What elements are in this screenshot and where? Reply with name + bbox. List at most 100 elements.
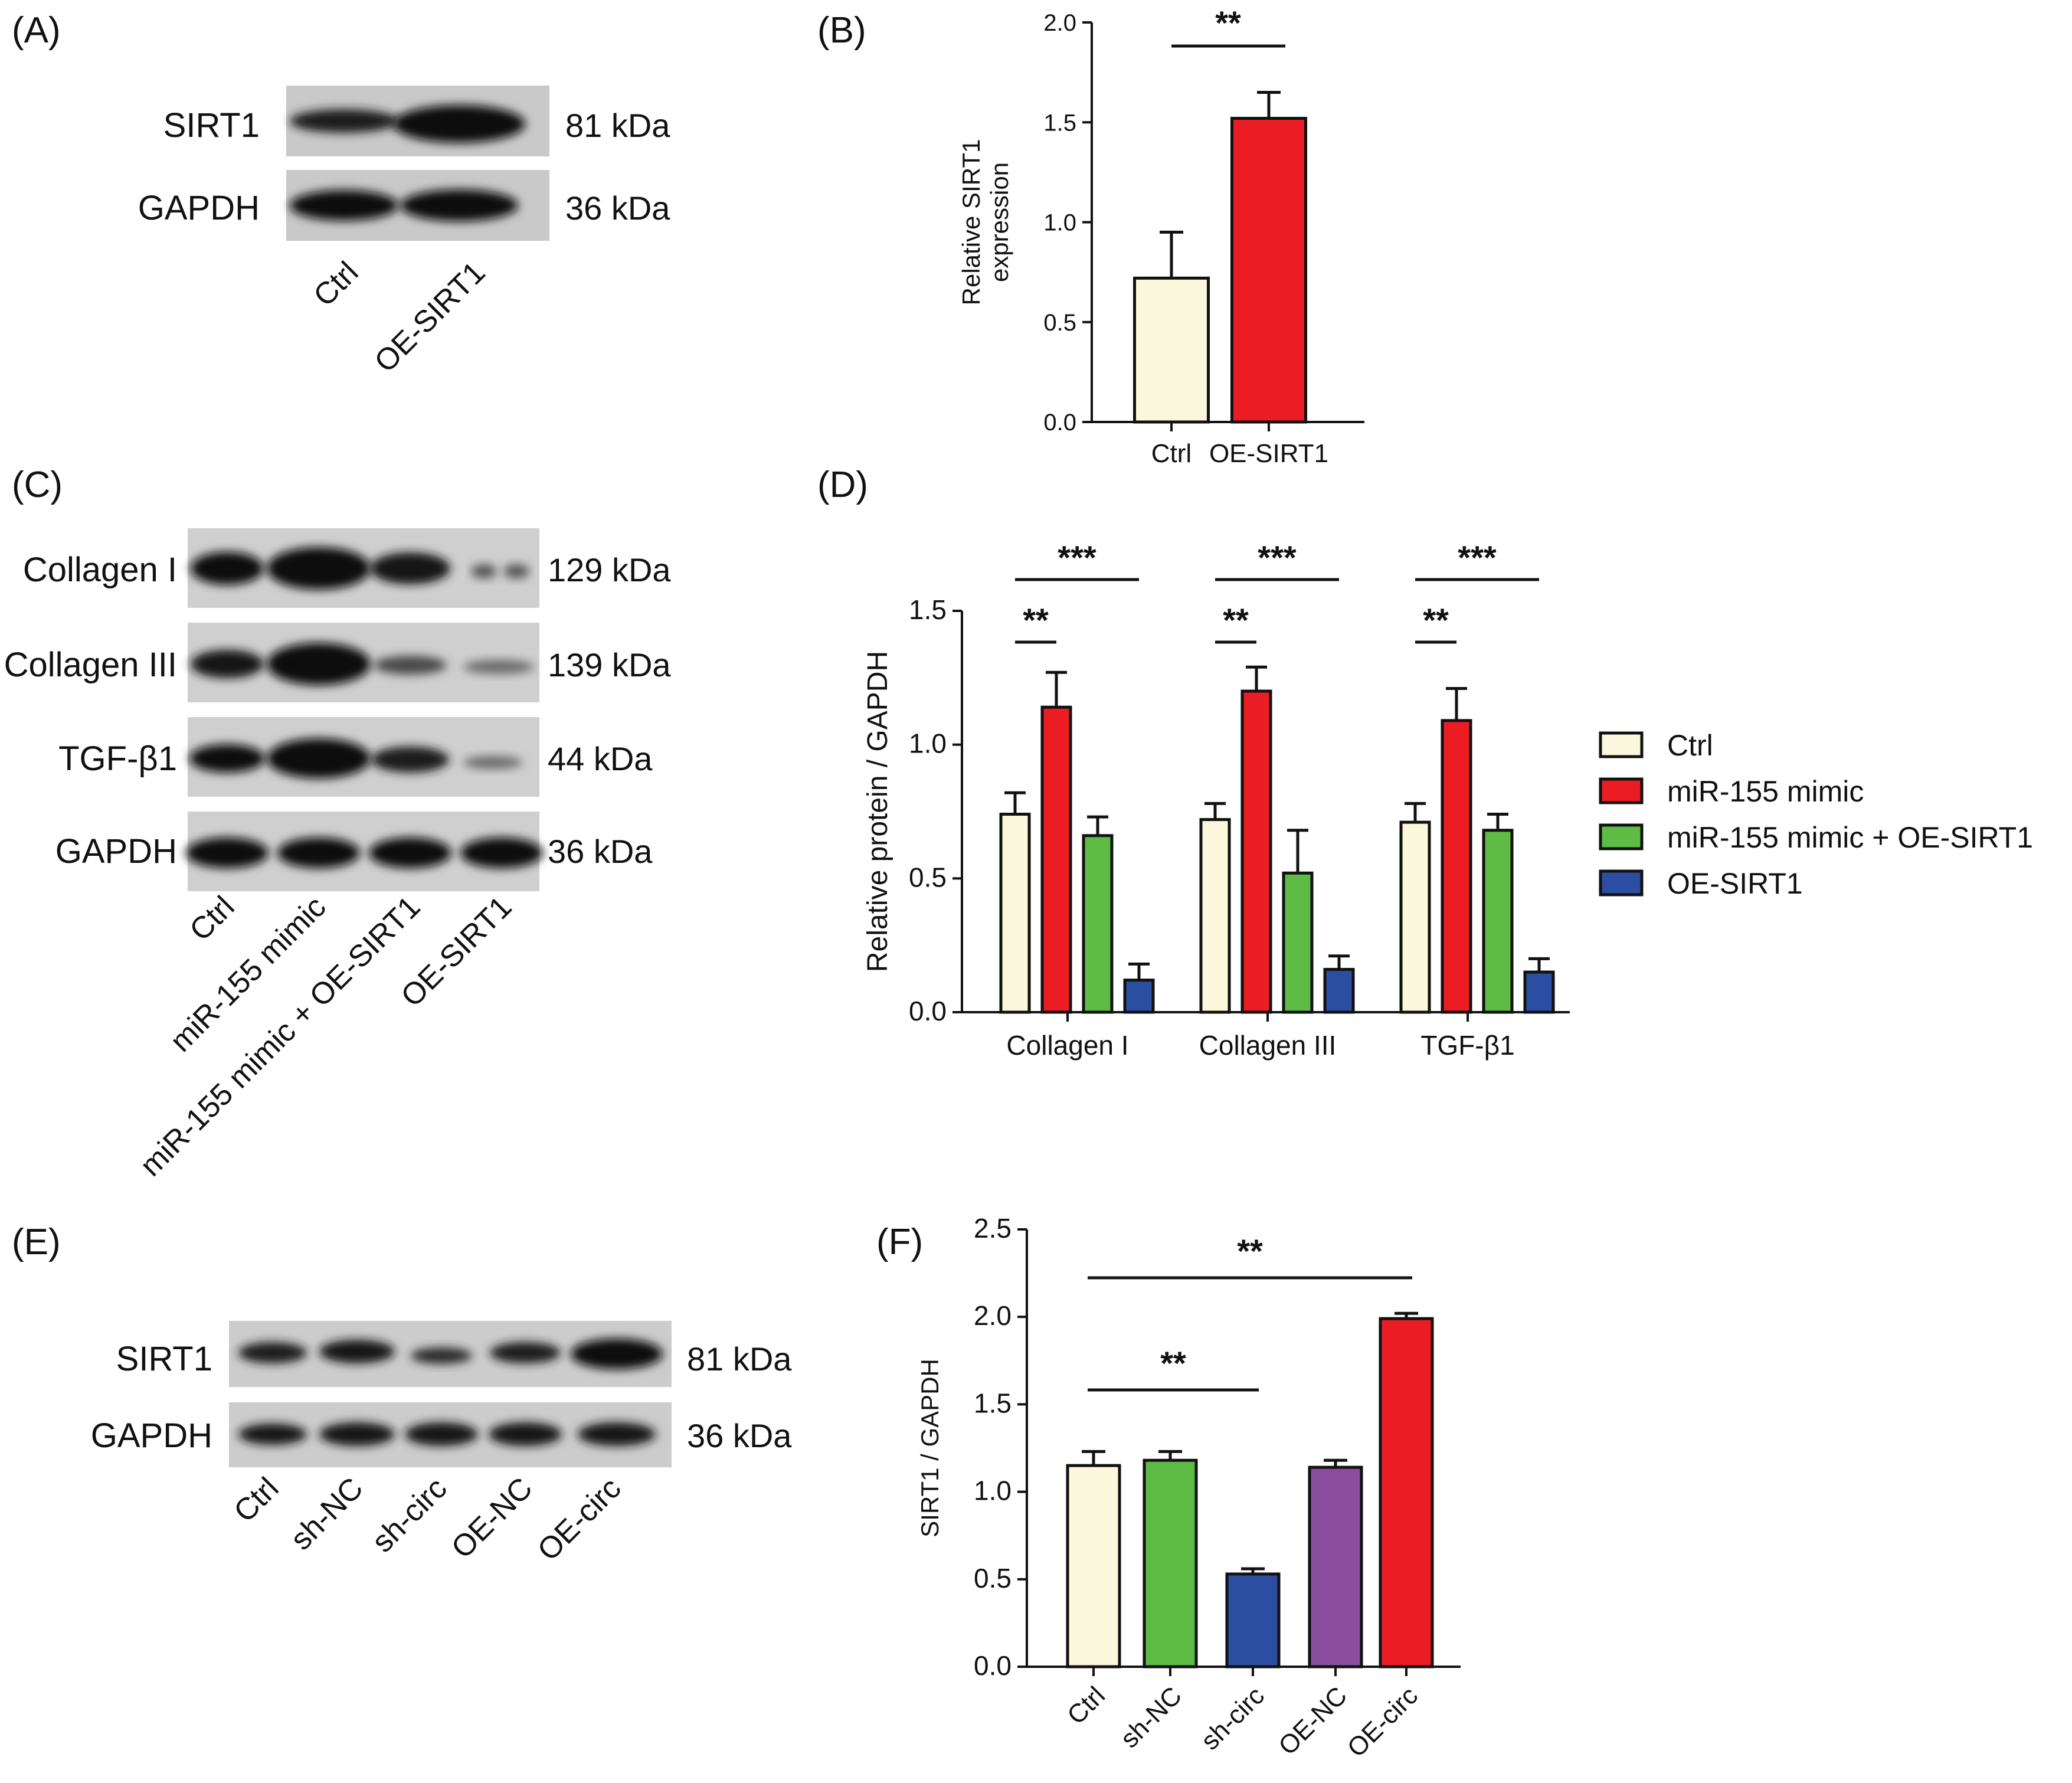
chart-d-relative-protein: 0.0 0.5 1.0 1.5 Relative protein / GAPDH Coll… [862, 539, 2033, 1061]
panel-c-western-blot: (C) Collagen I 129 kDa Collagen III 139 … [4, 464, 672, 1183]
bar-ctrl [1133, 276, 1210, 424]
blot-c-protein-collagen-iii: Collagen III [4, 646, 177, 684]
panel-label-c: (C) [12, 464, 63, 505]
bar-ctrl-tgf-1 [1399, 820, 1431, 1014]
y-axis-title: Relative SIRT1 [957, 139, 985, 306]
y-axis-title: SIRT1 / GAPDH [916, 1359, 944, 1537]
blot-e-sirt1-band-5 [571, 1339, 663, 1369]
legend-label-mir-155-mimic-oe-sirt1: miR-155 mimic + OE-SIRT1 [1667, 821, 2033, 854]
chart-b-relative-sirt1: 0.0 0.5 1.0 1.5 2.0 Relative SIRT1 expression C… [957, 4, 1364, 468]
significance-label: ** [1160, 1344, 1186, 1382]
bar-sh-circ [1225, 1572, 1281, 1669]
blot-c-tgf-b1-band-4 [463, 756, 522, 769]
legend-swatch-oe-sirt1 [1599, 869, 1644, 897]
blot-a-kda-sirt1: 81 kDa [565, 107, 670, 144]
blot-c-collagen-i-band-1 [191, 552, 264, 585]
blot-c-tgf-b1-band-3 [371, 747, 449, 773]
blot-e-protein-sirt1: SIRT1 [116, 1340, 212, 1378]
bar-oe-sirt1-tgf-1 [1523, 970, 1555, 1014]
x-tick-label-oe-sirt1: OE-SIRT1 [1209, 439, 1328, 468]
legend-swatch-ctrl [1599, 731, 1644, 758]
legend-label-mir-155-mimic: miR-155 mimic [1667, 775, 1864, 808]
bar-oe-circ [1379, 1317, 1434, 1669]
significance-label: ** [1023, 601, 1049, 639]
panel-label-d: (D) [817, 464, 868, 505]
blot-e-sirt1-band-4 [490, 1342, 561, 1363]
y-tick-label: 1.0 [974, 1476, 1012, 1506]
x-tick-label-ctrl: Ctrl [1062, 1681, 1111, 1730]
legend-swatch-mir-155-mimic-oe-sirt1 [1599, 823, 1644, 850]
blot-a-lane-oe-sirt1: OE-SIRT1 [368, 255, 492, 379]
blot-e-kda-gapdh: 36 kDa [687, 1417, 792, 1454]
y-tick-label: 0.0 [974, 1650, 1012, 1681]
bar-oe-sirt1 [1230, 116, 1307, 424]
panel-label-a: (A) [12, 10, 61, 51]
bar-oe-sirt1-collagen-iii [1323, 967, 1355, 1014]
blot-c-kda-collagen-iii: 139 kDa [548, 646, 671, 683]
bar-oe-nc [1308, 1465, 1363, 1669]
blot-c-collagen-i-band-4a [471, 564, 497, 578]
blot-a-sirt1-band-oe-sirt1 [393, 105, 525, 143]
significance-label: *** [1258, 539, 1297, 576]
blot-c-protein-tgf-b1: TGF-β1 [58, 740, 177, 778]
blot-c-collagen-i-band-3 [370, 552, 450, 584]
y-tick-label: 0.0 [909, 996, 947, 1026]
significance-label: *** [1458, 539, 1497, 576]
significance-label: ** [1423, 601, 1449, 639]
y-tick-label: 1.0 [1043, 210, 1076, 236]
blot-c-protein-collagen-i: Collagen I [23, 551, 177, 589]
bar-mir-155-mimic-tgf-1 [1441, 719, 1472, 1014]
blot-e-lane-oe-circ: OE-circ [531, 1471, 628, 1568]
blot-c-kda-gapdh: 36 kDa [548, 833, 653, 870]
y-axis-title: expression [986, 162, 1013, 282]
blot-c-collagen-i-band-4b [503, 564, 529, 578]
blot-c-gapdh-band-3 [369, 837, 451, 868]
blot-c-kda-tgf-b1: 44 kDa [548, 740, 653, 777]
y-tick-label: 0.5 [909, 862, 947, 892]
panel-label-f: (F) [876, 1222, 923, 1262]
blot-c-collagen-iii-band-1 [191, 650, 264, 678]
legend-label-ctrl: Ctrl [1667, 729, 1713, 762]
panel-label-e: (E) [12, 1222, 61, 1262]
y-tick-label: 0.0 [1043, 410, 1076, 436]
blot-e-sirt1-band-1 [238, 1342, 307, 1363]
bar-mir-155-mimic-collagen-iii [1240, 689, 1272, 1014]
legend-label-oe-sirt1: OE-SIRT1 [1667, 867, 1803, 900]
blot-a-kda-gapdh: 36 kDa [565, 189, 670, 227]
blot-c-tgf-b1-band-1 [189, 744, 265, 773]
y-tick-label: 1.0 [909, 728, 947, 759]
blot-c-kda-collagen-i: 129 kDa [548, 551, 671, 588]
blot-c-collagen-iii-band-3 [374, 656, 447, 675]
bar-ctrl-collagen-iii [1199, 818, 1231, 1014]
blot-a-lane-ctrl: Ctrl [307, 255, 365, 313]
bar-ctrl-collagen-i [999, 813, 1031, 1014]
y-tick-label: 1.5 [909, 594, 947, 625]
bar-mir-155-mimic-oe-sirt1-collagen-iii [1282, 871, 1314, 1014]
y-tick-label: 1.5 [974, 1388, 1012, 1418]
blot-e-gapdh-band-1 [238, 1424, 307, 1445]
y-tick-label: 0.5 [1043, 310, 1076, 336]
x-tick-label-ctrl: Ctrl [1151, 439, 1192, 468]
legend: Ctrl miR-155 mimic miR-155 mimic + OE-SIRT… [1599, 729, 2033, 900]
blot-c-gapdh-band-1 [186, 837, 269, 868]
panel-label-b: (B) [817, 10, 866, 51]
blot-c-collagen-iii-band-4 [463, 660, 534, 674]
bar-sh-nc [1143, 1458, 1198, 1669]
bar-oe-sirt1-collagen-i [1123, 979, 1155, 1014]
y-tick-label: 2.0 [1043, 10, 1076, 36]
blot-e-lane-sh-circ: sh-circ [365, 1471, 453, 1559]
blot-c-collagen-i-band-2 [267, 547, 371, 590]
bar-mir-155-mimic-oe-sirt1-collagen-i [1082, 834, 1114, 1014]
blot-e-gapdh-band-3 [405, 1422, 478, 1446]
blot-a-gapdh-band-ctrl [290, 190, 398, 221]
blot-a-protein-gapdh: GAPDH [138, 189, 260, 227]
significance-label: ** [1223, 601, 1249, 639]
blot-a-sirt1-band-ctrl [290, 109, 398, 133]
blot-c-collagen-iii-band-2 [267, 643, 371, 685]
significance-label: ** [1237, 1232, 1263, 1270]
y-tick-label: 0.5 [974, 1563, 1012, 1594]
blot-e-protein-gapdh: GAPDH [91, 1416, 212, 1455]
blot-c-tgf-b1-band-2 [267, 738, 371, 778]
bar-mir-155-mimic-oe-sirt1-tgf-1 [1482, 829, 1514, 1014]
blot-e-lane-oe-nc: OE-NC [445, 1471, 539, 1565]
